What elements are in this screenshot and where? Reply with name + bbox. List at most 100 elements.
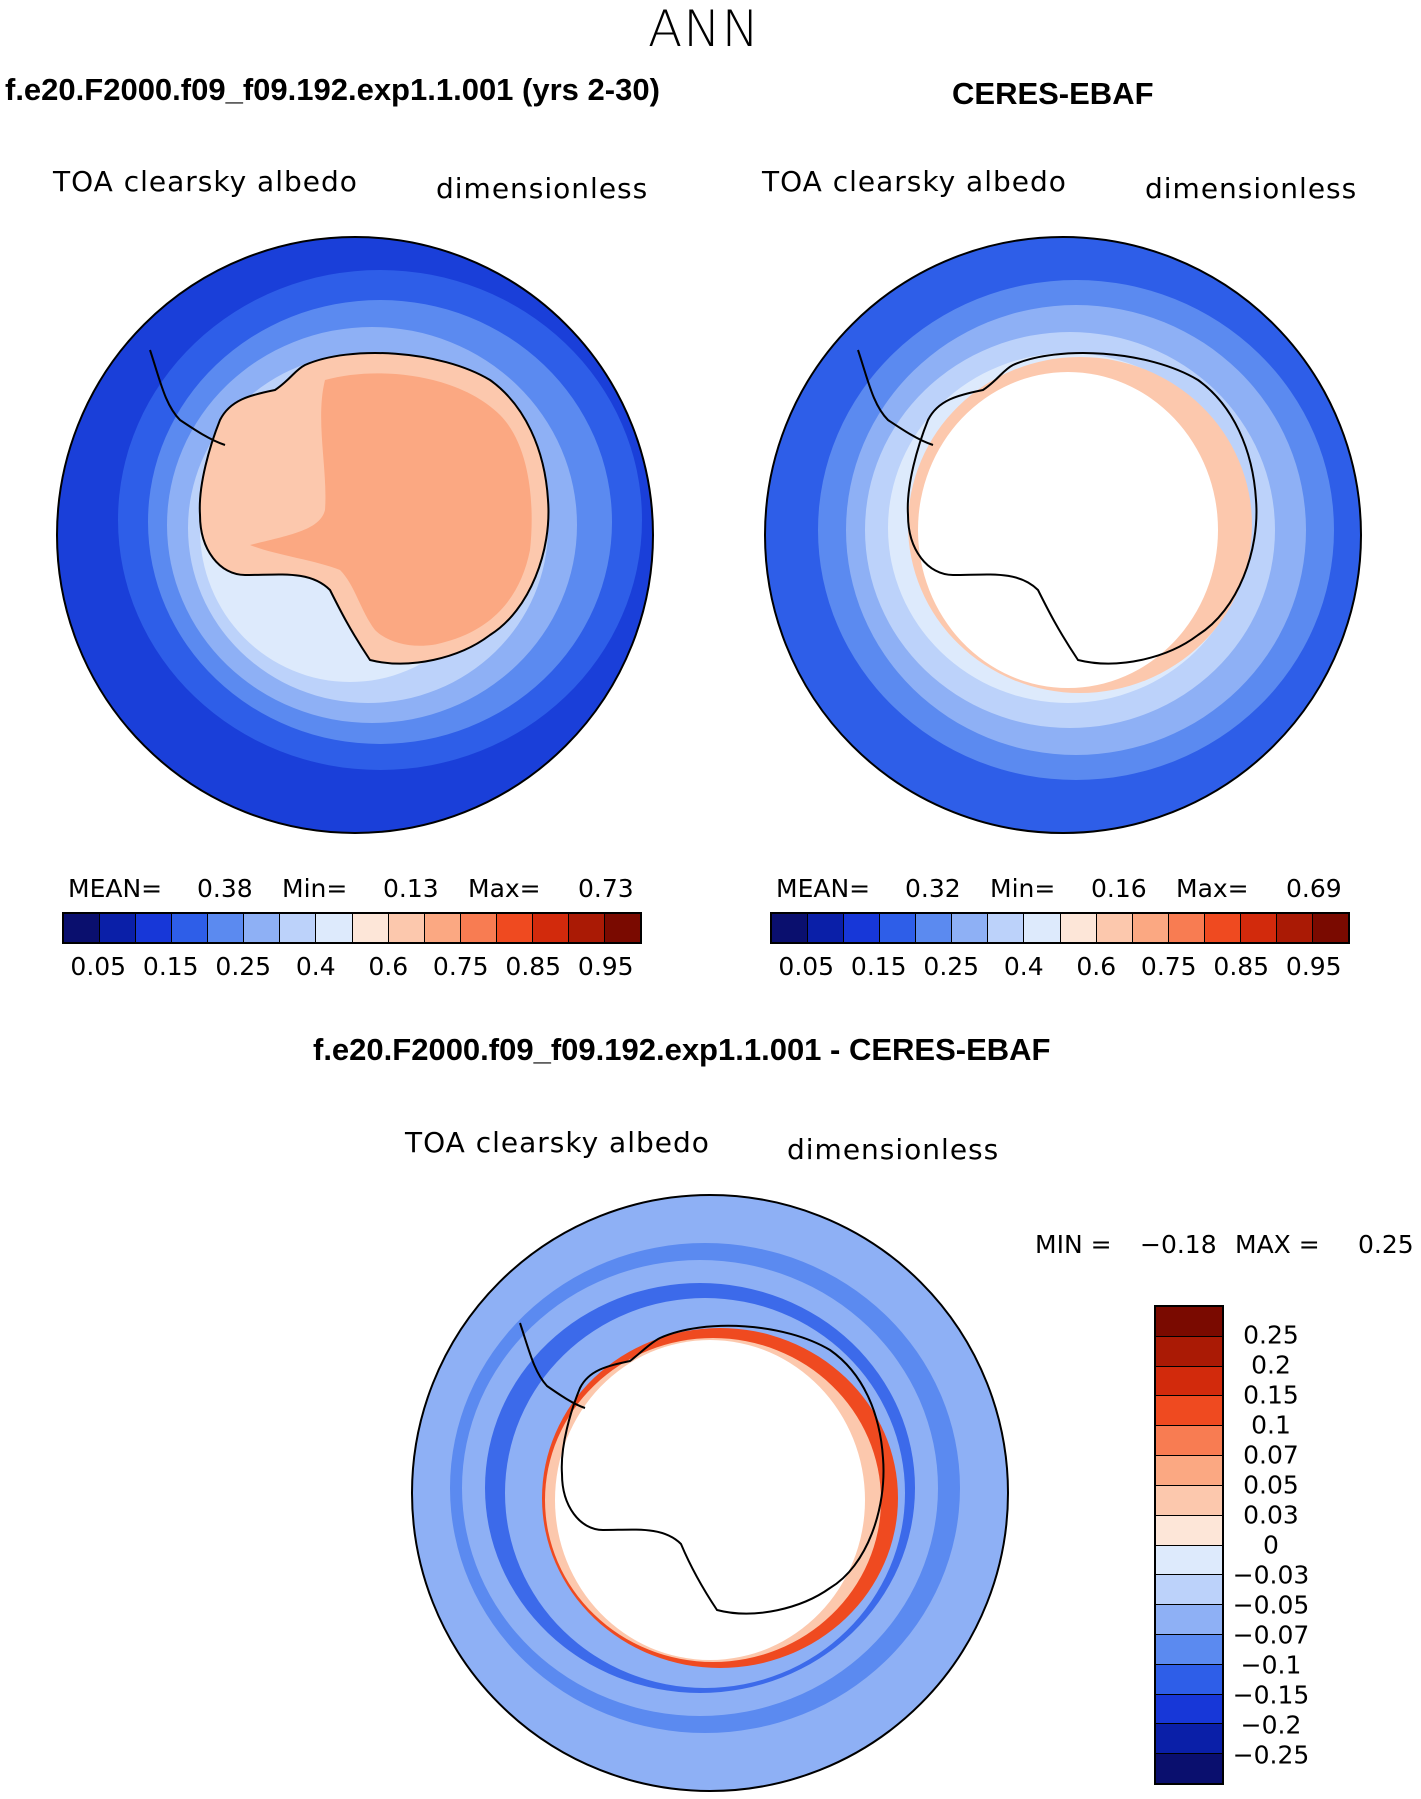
colorbar-tick-label: 0.05 (778, 952, 835, 981)
colorbar-swatch (172, 914, 209, 942)
obs-panel-title: CERES-EBAF (952, 76, 1154, 111)
obs-mean-label: MEAN= (776, 874, 871, 903)
colorbar-swatch (64, 914, 101, 942)
colorbar-swatch (1156, 1485, 1222, 1516)
obs-min-value: 0.16 (1091, 874, 1147, 903)
colorbar-swatch (316, 914, 353, 942)
colorbar-tick-label: 0.15 (1243, 1380, 1299, 1410)
colorbar-swatch (916, 914, 953, 942)
model-mean-label: MEAN= (68, 874, 163, 903)
colorbar-swatch (352, 914, 389, 942)
obs-max-label: Max= (1176, 874, 1249, 903)
diff-no-data-disk (555, 1340, 865, 1660)
colorbar-tick-label: 0.05 (70, 952, 127, 981)
model-variable-label: TOA clearsky albedo (53, 165, 358, 198)
obs-units-label: dimensionless (1145, 172, 1358, 205)
colorbar-swatch (1156, 1605, 1222, 1635)
diff-max-value: 0.25 (1358, 1230, 1414, 1259)
colorbar-swatch (1156, 1515, 1222, 1546)
colorbar-tick-label: 0.6 (368, 952, 409, 981)
colorbar-swatch (1156, 1456, 1222, 1486)
colorbar-swatch (460, 914, 497, 942)
colorbar-swatch (244, 914, 281, 942)
colorbar-tick-label: 0.95 (577, 952, 634, 981)
colorbar-tick-label: 0.25 (215, 952, 272, 981)
season-title: ANN (648, 0, 761, 58)
colorbar-swatch (388, 914, 425, 942)
colorbar-swatch (844, 914, 881, 942)
no-data-disk (918, 372, 1218, 688)
model-colorbar-ticks: 0.05 0.15 0.25 0.4 0.6 0.75 0.85 0.95 (62, 952, 642, 982)
colorbar-swatch (1156, 1336, 1222, 1367)
obs-min-label: Min= (990, 874, 1056, 903)
colorbar-swatch (1060, 914, 1097, 942)
model-colorbar (62, 912, 642, 944)
colorbar-swatch (1240, 914, 1277, 942)
colorbar-swatch (1168, 914, 1205, 942)
colorbar-swatch (1204, 914, 1241, 942)
model-max-label: Max= (468, 874, 541, 903)
obs-colorbar (770, 912, 1350, 944)
antarctica-coastline-diff (560, 1324, 885, 1615)
obs-colorbar-ticks: 0.05 0.15 0.25 0.4 0.6 0.75 0.85 0.95 (770, 952, 1350, 982)
colorbar-swatch (1156, 1575, 1222, 1606)
colorbar-swatch (1156, 1307, 1222, 1337)
colorbar-swatch (568, 914, 605, 942)
colorbar-tick-label: 0.75 (432, 952, 489, 981)
colorbar-swatch (1156, 1664, 1222, 1695)
model-panel-title: f.e20.F2000.f09_f09.192.exp1.1.001 (yrs … (5, 72, 660, 107)
colorbar-swatch (772, 914, 809, 942)
colorbar-swatch (496, 914, 533, 942)
colorbar-tick-label: 0.07 (1243, 1440, 1299, 1470)
colorbar-tick-label: 0.15 (142, 952, 199, 981)
colorbar-tick-label: −0.25 (1232, 1740, 1310, 1770)
colorbar-swatch (1156, 1754, 1222, 1783)
colorbar-tick-label: 0.6 (1076, 952, 1117, 981)
diff-min-label: MIN = (1035, 1230, 1112, 1259)
diff-polar-map (411, 1194, 1009, 1792)
antarctica-coastline (906, 352, 1258, 665)
colorbar-tick-label: 0.25 (923, 952, 980, 981)
colorbar-tick-label: 0 (1263, 1530, 1279, 1560)
obs-mean-value: 0.32 (905, 874, 961, 903)
diff-colorbar-ticks: 0.25 0.2 0.15 0.1 0.07 0.05 0.03 0 −0.03 −0.05 −0.… (1225, 1305, 1325, 1785)
diff-max-label: MAX = (1235, 1230, 1320, 1259)
colorbar-swatch (1312, 914, 1348, 942)
colorbar-tick-label: 0.95 (1285, 952, 1342, 981)
colorbar-swatch (1096, 914, 1133, 942)
colorbar-tick-label: 0.1 (1251, 1410, 1291, 1440)
model-min-value: 0.13 (383, 874, 439, 903)
colorbar-swatch (808, 914, 845, 942)
colorbar-swatch (880, 914, 917, 942)
colorbar-swatch (952, 914, 989, 942)
colorbar-tick-label: 0.15 (850, 952, 907, 981)
colorbar-tick-label: 0.75 (1140, 952, 1197, 981)
obs-variable-label: TOA clearsky albedo (762, 165, 1067, 198)
model-polar-map (56, 236, 654, 834)
colorbar-tick-label: −0.05 (1232, 1590, 1310, 1620)
colorbar-tick-label: 0.03 (1243, 1500, 1299, 1530)
colorbar-swatch (532, 914, 569, 942)
colorbar-tick-label: −0.03 (1232, 1560, 1310, 1590)
obs-max-value: 0.69 (1286, 874, 1342, 903)
model-mean-value: 0.38 (197, 874, 253, 903)
colorbar-tick-label: −0.1 (1240, 1650, 1302, 1680)
colorbar-swatch (1132, 914, 1169, 942)
colorbar-tick-label: 0.85 (505, 952, 562, 981)
colorbar-swatch (1156, 1724, 1222, 1755)
colorbar-swatch (604, 914, 640, 942)
colorbar-swatch (1156, 1694, 1222, 1725)
colorbar-swatch (1276, 914, 1313, 942)
diff-variable-label: TOA clearsky albedo (405, 1126, 710, 1159)
obs-polar-map (764, 236, 1362, 834)
colorbar-tick-label: 0.85 (1213, 952, 1270, 981)
diff-min-value: −0.18 (1140, 1230, 1217, 1259)
colorbar-swatch (1024, 914, 1061, 942)
colorbar-tick-label: −0.07 (1232, 1620, 1310, 1650)
antarctica-interior (250, 373, 532, 646)
colorbar-tick-label: 0.25 (1243, 1320, 1299, 1350)
colorbar-swatch (988, 914, 1025, 942)
colorbar-tick-label: −0.15 (1232, 1680, 1310, 1710)
colorbar-swatch (136, 914, 173, 942)
colorbar-tick-label: 0.4 (1003, 952, 1044, 981)
